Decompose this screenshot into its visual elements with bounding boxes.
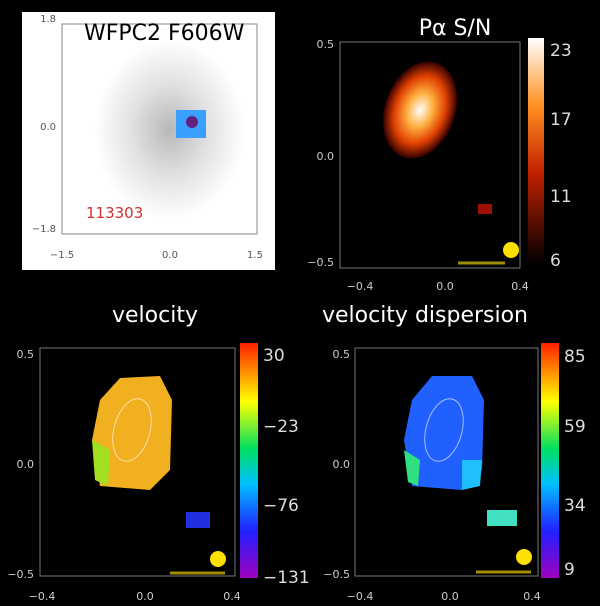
colorbar — [528, 38, 544, 264]
psf — [210, 551, 226, 567]
colorbar-label: 23 — [550, 41, 572, 61]
frame — [339, 41, 521, 269]
colorbar-label: 59 — [564, 417, 586, 437]
y-tick-label: 0.0 — [40, 122, 56, 133]
object-id: 113303 — [86, 204, 143, 222]
contour — [112, 398, 152, 462]
colorbar-label: −76 — [263, 496, 299, 516]
x-tick-label: −0.4 — [347, 280, 374, 293]
colorbar-label: 9 — [564, 560, 575, 580]
contour — [424, 398, 464, 462]
y-tick-label: 0.0 — [333, 458, 351, 471]
psf — [503, 242, 519, 258]
x-tick-label: −0.4 — [29, 590, 56, 603]
y-tick-label: −0.5 — [323, 568, 350, 581]
dispersion-map — [487, 510, 517, 526]
colorbar-label: 17 — [550, 110, 572, 130]
velocity-map — [92, 440, 110, 486]
colorbar-label: 85 — [564, 347, 586, 367]
y-tick-label: 0.0 — [317, 150, 335, 163]
x-tick-label: 1.5 — [247, 250, 263, 261]
core — [186, 116, 198, 128]
colorbar — [541, 343, 559, 578]
psf — [516, 549, 532, 565]
panel-title: Pα S/N — [419, 16, 492, 41]
x-tick-label: 0.0 — [441, 590, 459, 603]
panel-title: WFPC2 F606W — [84, 21, 245, 46]
x-tick-label: 0.4 — [511, 280, 529, 293]
frame — [61, 23, 258, 235]
y-tick-label: 0.5 — [317, 38, 335, 51]
x-tick-label: 0.4 — [523, 590, 541, 603]
colorbar-label: 30 — [263, 346, 285, 366]
dispersion-map — [404, 450, 420, 486]
colorbar-label: −131 — [263, 568, 310, 588]
y-tick-label: −0.5 — [307, 256, 334, 269]
colorbar-label: 34 — [564, 496, 586, 516]
panel-sn: Pα S/N 0.5 0.0 −0.5 −0.4 0.0 0.4 23 17 1… — [307, 16, 571, 293]
panel-title: velocity — [112, 303, 198, 328]
y-tick-label: 1.8 — [40, 14, 56, 25]
x-tick-label: −1.5 — [50, 250, 74, 261]
colorbar-label: −23 — [263, 417, 299, 437]
frame — [39, 347, 236, 577]
dispersion-map — [462, 460, 482, 490]
x-tick-label: 0.4 — [223, 590, 241, 603]
emission — [382, 61, 458, 159]
colorbar-label: 11 — [550, 187, 572, 207]
emission — [478, 204, 492, 214]
x-tick-label: 0.0 — [162, 250, 178, 261]
y-tick-label: 0.0 — [17, 458, 35, 471]
panel-velocity: velocity 0.5 0.0 −0.5 −0.4 0.0 0.4 30 −2… — [7, 303, 309, 603]
x-tick-label: −0.4 — [347, 590, 374, 603]
y-tick-label: −1.8 — [32, 224, 56, 235]
panel-dispersion: velocity dispersion 0.5 0.0 −0.5 −0.4 0.… — [322, 303, 586, 603]
panel-title: velocity dispersion — [322, 303, 528, 328]
x-tick-label: 0.0 — [136, 590, 154, 603]
y-tick-label: 0.5 — [333, 348, 351, 361]
frame — [354, 347, 539, 577]
panel-hst: WFPC2 F606W 1.8 0.0 −1.8 −1.5 0.0 1.5 11… — [22, 12, 275, 270]
colorbar-label: 6 — [550, 251, 561, 271]
x-tick-label: 0.0 — [436, 280, 454, 293]
velocity-map — [186, 512, 210, 528]
colorbar — [240, 343, 258, 578]
y-tick-label: 0.5 — [17, 348, 35, 361]
velocity-map — [92, 376, 172, 490]
y-tick-label: −0.5 — [7, 568, 34, 581]
galaxy — [95, 40, 245, 220]
